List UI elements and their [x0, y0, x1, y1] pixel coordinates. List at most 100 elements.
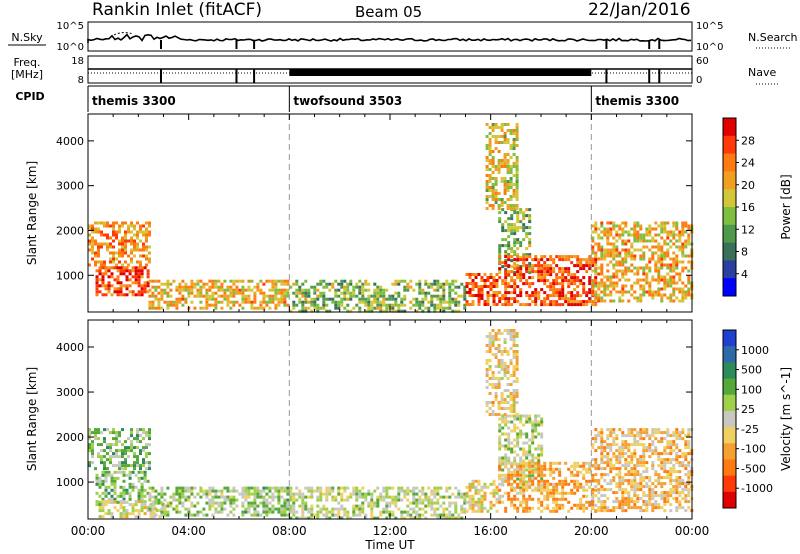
- heatmap-cell: [137, 494, 141, 498]
- heatmap-cell: [385, 510, 389, 514]
- heatmap-cell: [684, 494, 688, 498]
- heatmap-cell: [352, 285, 356, 289]
- heatmap-cell: [295, 516, 299, 520]
- heatmap-cell: [160, 297, 164, 301]
- heatmap-cell: [534, 447, 538, 451]
- heatmap-cell: [119, 503, 123, 507]
- heatmap-cell: [256, 282, 260, 286]
- heatmap-cell: [567, 491, 571, 495]
- heatmap-cell: [515, 395, 519, 398]
- heatmap-cell: [558, 461, 562, 465]
- heatmap-cell: [528, 253, 532, 257]
- heatmap-cell: [178, 282, 182, 286]
- heatmap-cell: [442, 288, 446, 292]
- heatmap-cell: [148, 464, 151, 468]
- heatmap-cell: [235, 285, 239, 289]
- heatmap-cell: [573, 479, 577, 483]
- heatmap-cell: [181, 501, 185, 505]
- colorbar-tick-label: -25: [741, 423, 759, 436]
- heatmap-cell: [110, 266, 114, 270]
- heatmap-cell: [119, 293, 123, 297]
- heatmap-cell: [624, 254, 628, 258]
- heatmap-cell: [488, 132, 492, 135]
- heatmap-cell: [340, 498, 344, 502]
- heatmap-cell: [504, 459, 508, 463]
- heatmap-cell: [507, 459, 511, 463]
- heatmap-cell: [193, 504, 197, 508]
- heatmap-cell: [163, 513, 167, 517]
- heatmap-cell: [522, 273, 526, 277]
- heatmap-cell: [534, 291, 538, 295]
- heatmap-cell: [519, 500, 523, 504]
- heatmap-cell: [681, 254, 685, 258]
- heatmap-cell: [528, 220, 532, 224]
- heatmap-cell: [603, 506, 607, 510]
- heatmap-cell: [346, 513, 350, 517]
- heatmap-cell: [585, 294, 589, 298]
- heatmap-cell: [513, 503, 517, 507]
- heatmap-cell: [519, 256, 523, 260]
- heatmap-cell: [448, 288, 452, 292]
- heatmap-cell: [112, 239, 115, 243]
- heatmap-cell: [600, 458, 604, 462]
- heatmap-cell: [654, 290, 658, 294]
- heatmap-cell: [516, 432, 520, 436]
- colorbar-tick-label: 500: [741, 364, 762, 377]
- heatmap-cell: [504, 464, 508, 468]
- heatmap-cell: [537, 500, 541, 504]
- heatmap-cell: [202, 507, 206, 511]
- heatmap-cell: [660, 230, 664, 234]
- heatmap-cell: [211, 285, 215, 289]
- heatmap-cell: [561, 491, 565, 495]
- heatmap-cell: [660, 245, 664, 249]
- heatmap-cell: [515, 353, 519, 356]
- heatmap-cell: [630, 482, 634, 486]
- heatmap-cell: [271, 285, 275, 289]
- heatmap-cell: [160, 306, 164, 310]
- heatmap-cell: [579, 470, 583, 474]
- heatmap-cell: [567, 291, 571, 295]
- heatmap-cell: [525, 464, 529, 468]
- heatmap-cell: [143, 506, 147, 510]
- heatmap-cell: [497, 192, 501, 195]
- heatmap-cell: [463, 498, 467, 502]
- heatmap-cell: [349, 495, 353, 499]
- heatmap-cell: [681, 260, 685, 264]
- heatmap-cell: [424, 297, 428, 301]
- heatmap-cell: [515, 356, 519, 359]
- heatmap-cell: [612, 500, 616, 504]
- heatmap-cell: [618, 488, 622, 492]
- heatmap-cell: [385, 297, 389, 301]
- heatmap-cell: [465, 282, 469, 285]
- heatmap-cell: [675, 428, 679, 432]
- heatmap-cell: [681, 488, 685, 492]
- heatmap-cell: [494, 165, 498, 168]
- heatmap-cell: [519, 279, 523, 283]
- heatmap-cell: [382, 507, 386, 511]
- colorbar-swatch: [723, 135, 736, 155]
- heatmap-cell: [570, 279, 574, 283]
- heatmap-cell: [627, 500, 631, 504]
- heatmap-cell: [485, 135, 489, 138]
- heatmap-cell: [516, 491, 520, 495]
- heatmap-cell: [654, 221, 658, 225]
- heatmap-cell: [594, 467, 598, 471]
- heatmap-cell: [166, 303, 170, 307]
- heatmap-cell: [515, 159, 519, 162]
- heatmap-cell: [570, 473, 574, 477]
- heatmap-cell: [509, 195, 513, 198]
- heatmap-cell: [316, 297, 320, 301]
- heatmap-cell: [519, 461, 523, 465]
- heatmap-cell: [433, 486, 437, 490]
- heatmap-cell: [528, 467, 532, 471]
- heatmap-cell: [621, 503, 625, 507]
- heatmap-cell: [127, 254, 130, 258]
- heatmap-cell: [573, 464, 577, 468]
- heatmap-cell: [675, 233, 679, 237]
- heatmap-cell: [304, 306, 308, 310]
- heatmap-cell: [468, 288, 472, 291]
- heatmap-cell: [352, 510, 356, 514]
- heatmap-cell: [579, 485, 583, 489]
- heatmap-cell: [681, 437, 685, 441]
- heatmap-cell: [654, 446, 658, 450]
